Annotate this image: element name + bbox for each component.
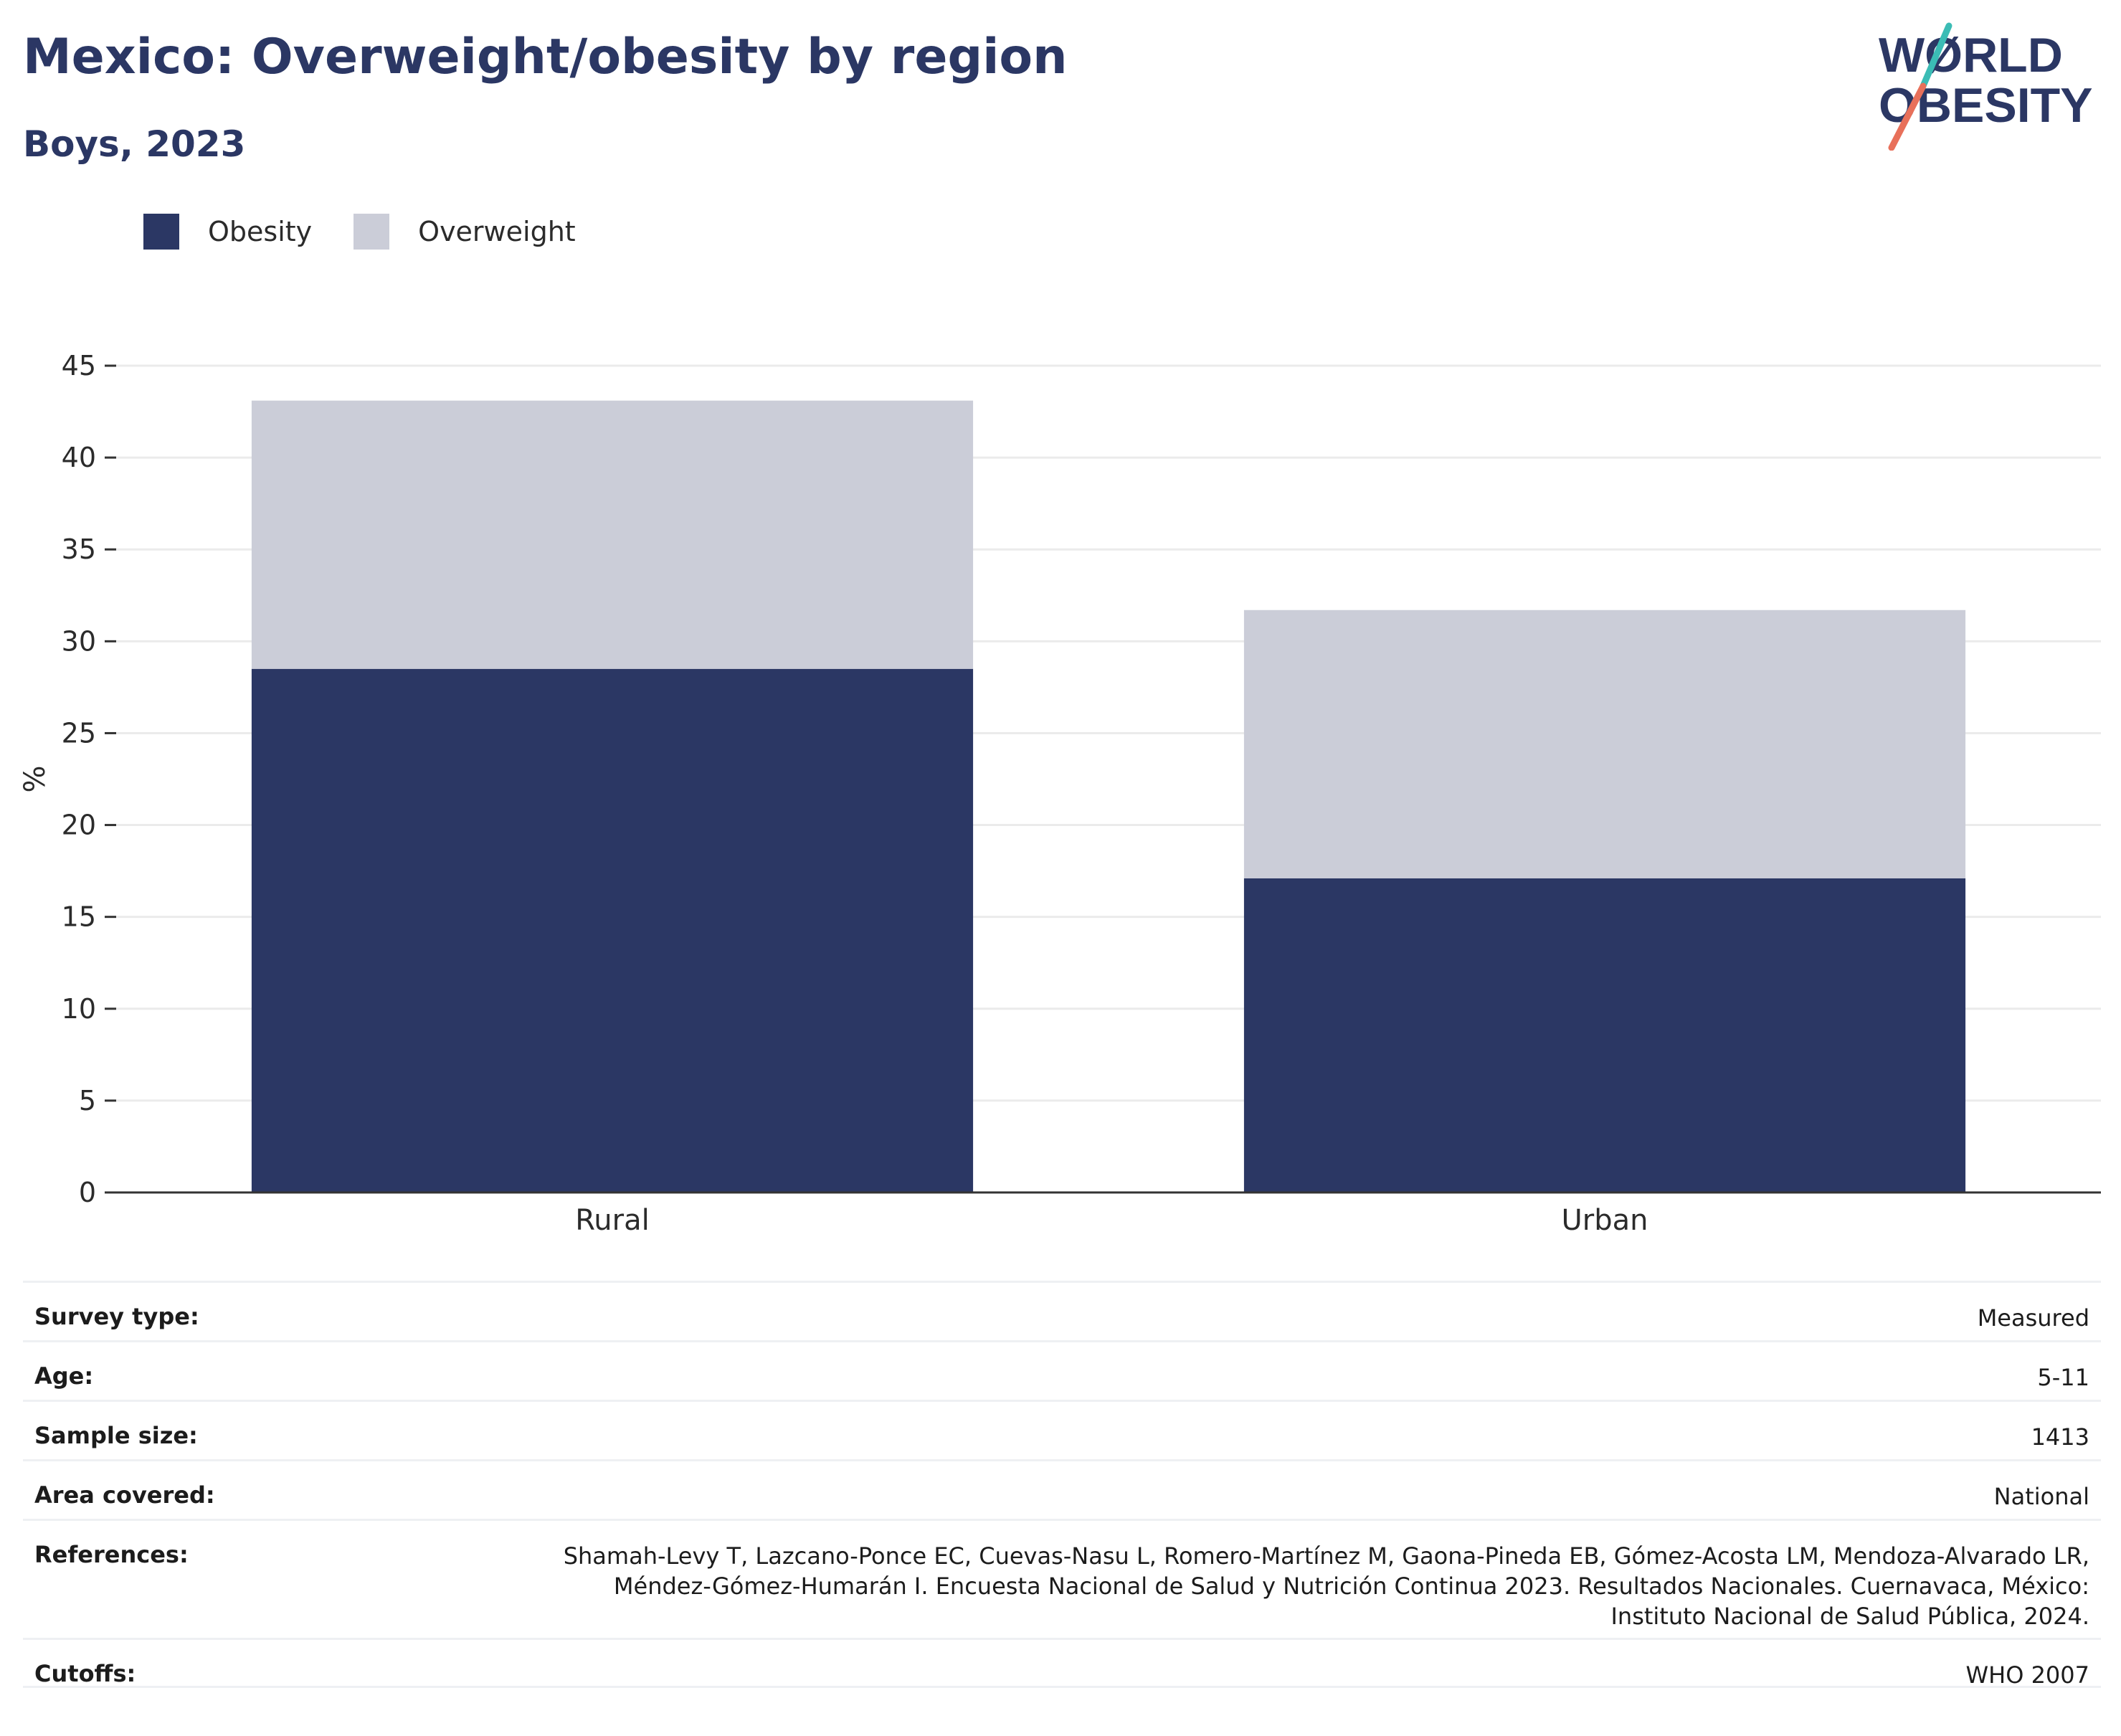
y-tick-label: 30 (62, 625, 96, 657)
meta-label-references: References: (34, 1541, 189, 1568)
chart-subtitle: Boys, 2023 (23, 123, 246, 165)
meta-value-cutoffs: WHO 2007 (1965, 1661, 2090, 1689)
meta-row-age: Age: 5-11 (23, 1340, 2101, 1400)
y-tick-label: 45 (62, 350, 96, 381)
x-tick-label: Urban (1562, 1204, 1648, 1237)
y-tick-label: 20 (62, 810, 96, 841)
logo-slash-bottom (1888, 82, 1927, 151)
meta-value-references: Shamah-Levy T, Lazcano-Ponce EC, Cuevas-… (564, 1541, 2089, 1631)
metadata-table: Survey type: Measured Age: 5-11 Sample s… (23, 1281, 2101, 1689)
meta-value-age: 5-11 (2037, 1364, 2089, 1391)
legend-item-overweight[interactable]: Overweight (354, 214, 576, 250)
legend-label-obesity: Obesity (208, 216, 313, 247)
y-tick-label: 40 (62, 442, 96, 473)
legend-item-obesity[interactable]: Obesity (143, 214, 312, 250)
bar-obesity-rural (251, 668, 974, 1192)
y-tick-label: 0 (79, 1177, 96, 1208)
world-obesity-logo: WØRLD OBESITY (1879, 22, 2093, 151)
y-tick-label: 15 (62, 901, 96, 933)
meta-label-survey-type: Survey type: (34, 1303, 199, 1330)
meta-row-cutoffs: Cutoffs: WHO 2007 (23, 1638, 2101, 1689)
legend-swatch-overweight (354, 214, 390, 250)
meta-row-area-covered: Area covered: National (23, 1459, 2101, 1519)
meta-label-sample-size: Sample size: (34, 1422, 198, 1449)
meta-label-area-covered: Area covered: (34, 1481, 215, 1509)
logo-line1: WØRLD (1879, 28, 2063, 82)
y-tick-label: 25 (62, 717, 96, 749)
meta-row-references: References: Shamah-Levy T, Lazcano-Ponce… (23, 1519, 2101, 1638)
meta-row-sample-size: Sample size: 1413 (23, 1400, 2101, 1459)
meta-value-area-covered: National (1993, 1483, 2089, 1510)
meta-label-age: Age: (34, 1362, 94, 1390)
y-axis-label: % (19, 765, 52, 792)
bar-obesity-urban (1243, 878, 1966, 1192)
legend-swatch-obesity (143, 214, 179, 250)
meta-value-sample-size: 1413 (2031, 1423, 2089, 1451)
meta-value-survey-type: Measured (1977, 1304, 2089, 1332)
bar-overweight-rural (251, 400, 974, 669)
reference-line: Shamah-Levy T, Lazcano-Ponce EC, Cuevas-… (563, 1542, 2089, 1570)
bar-overweight-urban (1243, 610, 1966, 878)
legend-label-overweight: Overweight (418, 216, 576, 247)
chart-legend: Obesity Overweight (143, 214, 617, 250)
reference-line: Méndez-Gómez-Humarán I. Encuesta Naciona… (613, 1573, 2089, 1600)
logo-slash-top (1920, 22, 1952, 90)
y-tick-label: 10 (62, 993, 96, 1025)
y-tick-label: 35 (62, 533, 96, 565)
reference-line: Instituto Nacional de Salud Pública, 202… (1610, 1603, 2089, 1630)
chart-title: Mexico: Overweight/obesity by region (23, 29, 1068, 85)
x-tick-label: Rural (575, 1204, 649, 1237)
stacked-bar-chart: 0 5 10 15 20 25 30 35 40 45% Rural Urban (19, 350, 2101, 1237)
y-tick-label: 5 (79, 1085, 96, 1116)
meta-row-survey-type: Survey type: Measured (23, 1281, 2101, 1340)
meta-label-cutoffs: Cutoffs: (34, 1660, 136, 1687)
